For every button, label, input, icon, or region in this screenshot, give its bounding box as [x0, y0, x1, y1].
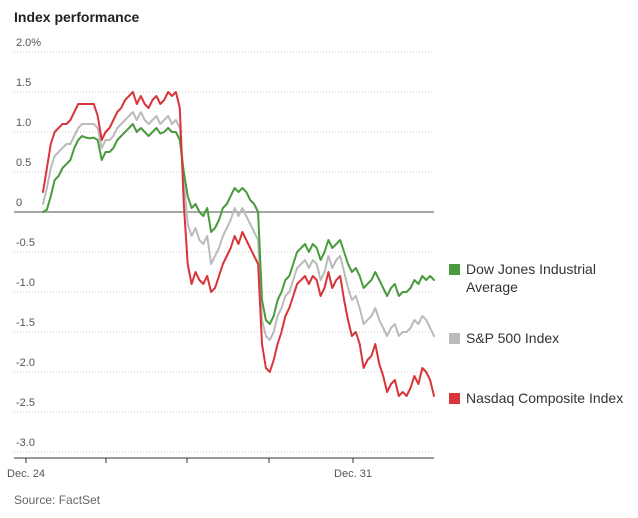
x-axis: Dec. 24 Dec. 31 [7, 457, 434, 480]
legend-label-dow-line2: Average [466, 279, 518, 295]
chart-title: Index performance [14, 9, 140, 25]
legend-swatch-nasdaq [449, 393, 460, 404]
series-line-sp500 [42, 111, 435, 341]
y-tick-label: 2.0% [16, 37, 41, 49]
y-tick-label: 1.5 [16, 77, 31, 89]
y-tick-label: -2.5 [16, 397, 35, 409]
legend-swatch-dow [449, 264, 460, 275]
legend-label-dow-line1: Dow Jones Industrial [466, 261, 596, 277]
x-tick-label: Dec. 31 [334, 468, 372, 480]
series-line-nasdaq [42, 91, 435, 397]
y-tick-label: -0.5 [16, 237, 35, 249]
legend-label-nasdaq: Nasdaq Composite Index [466, 390, 624, 406]
y-tick-labels: 2.0% 1.5 1.0 0.5 0 -0.5 -1.0 -1.5 -2.0 -2.5 -3.0 [16, 37, 41, 449]
y-tick-label: -1.5 [16, 317, 35, 329]
y-tick-label: -2.0 [16, 357, 35, 369]
source-note: Source: FactSet [14, 493, 101, 507]
y-tick-label: 1.0 [16, 117, 31, 129]
y-tick-label: -3.0 [16, 437, 35, 449]
legend-label-sp500: S&P 500 Index [466, 330, 560, 346]
series-line-dow [42, 123, 435, 325]
grid-layer [14, 51, 434, 453]
legend-swatch-sp500 [449, 333, 460, 344]
y-tick-label: 0 [16, 197, 22, 209]
y-tick-label: -1.0 [16, 277, 35, 289]
series-lines [42, 91, 435, 397]
y-tick-label: 0.5 [16, 157, 31, 169]
x-tick-label: Dec. 24 [7, 468, 45, 480]
